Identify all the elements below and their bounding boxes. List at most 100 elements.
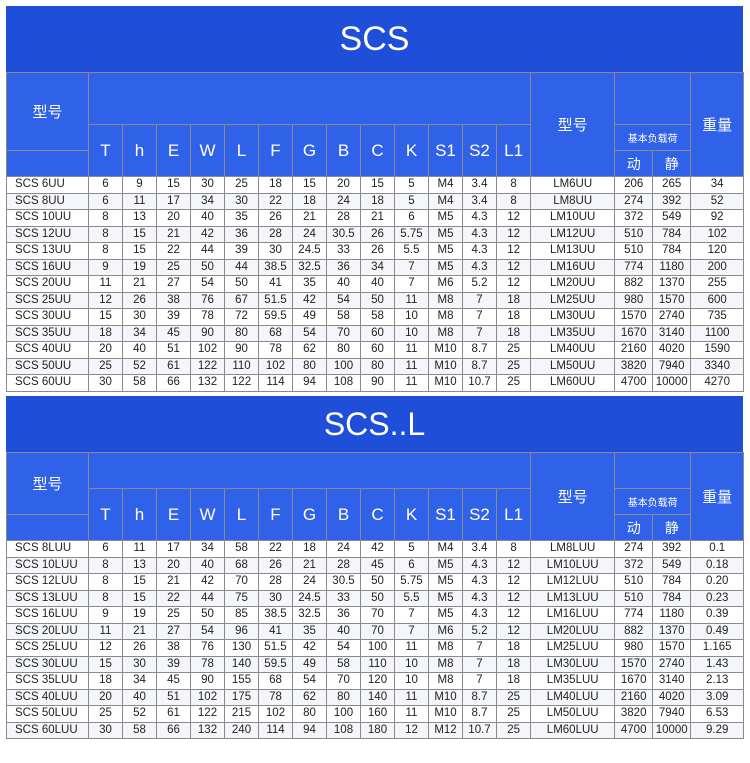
cell-C: 45 — [360, 556, 395, 574]
weight-header: 重量 — [690, 452, 745, 541]
cell-S2: 4.3 — [462, 225, 497, 243]
cell-h: 15 — [122, 589, 157, 607]
cell-B: 36 — [326, 606, 361, 624]
cell-weight: 255 — [690, 275, 745, 293]
cell-h: 11 — [122, 192, 157, 210]
cell-K: 11 — [394, 291, 429, 309]
col-T: T — [88, 488, 123, 541]
cell-bearing-model: LM20UU — [530, 275, 616, 293]
table-row: SCS 40UU 20 40 51 102 90 78 62 80 60 11 M10 8.7 25 LM4… — [6, 341, 745, 359]
cell-S2: 4.3 — [462, 209, 497, 227]
cell-bearing-model: LM6UU — [530, 176, 616, 194]
cell-F: 38.5 — [258, 258, 293, 276]
table-row: SCS 35UU 18 34 45 90 80 68 54 70 60 10 M8 7 18 LM35UU 1… — [6, 324, 745, 342]
table-row: SCS 16LUU 9 19 25 50 85 38.5 32.5 36 70 7 M5 4.3 12 LM… — [6, 606, 745, 624]
cell-B: 108 — [326, 721, 361, 739]
cell-static-load: 265 — [652, 176, 692, 194]
table-row: SCS 10UU 8 13 20 40 35 26 21 28 21 6 M5 4.3 12 LM10UU 3… — [6, 209, 745, 227]
cell-T: 8 — [88, 589, 123, 607]
col-S2: S2 — [462, 124, 497, 177]
cell-C: 90 — [360, 374, 395, 392]
cell-S1: M6 — [428, 622, 463, 640]
cell-W: 102 — [190, 341, 225, 359]
cell-G: 42 — [292, 639, 327, 657]
cell-L1: 25 — [495, 341, 532, 359]
cell-model: SCS 8LUU — [6, 540, 89, 558]
cell-model: SCS 60LUU — [6, 721, 89, 739]
cell-S1: M5 — [428, 573, 463, 591]
cell-model: SCS 50LUU — [6, 705, 89, 723]
cell-T: 30 — [88, 374, 123, 392]
cell-F: 28 — [258, 573, 293, 591]
cell-S2: 4.3 — [462, 242, 497, 260]
cell-W: 40 — [190, 209, 225, 227]
cell-T: 11 — [88, 622, 123, 640]
cell-h: 34 — [122, 672, 157, 690]
cell-C: 80 — [360, 357, 395, 375]
cell-L1: 12 — [495, 589, 532, 607]
scs-spec-section: SCS 型号 型号 重量 T h E W L F G B C K — [6, 6, 745, 392]
cell-S1: M5 — [428, 209, 463, 227]
cell-K: 11 — [394, 374, 429, 392]
cell-weight: 1.43 — [690, 655, 745, 673]
col-K: K — [394, 488, 429, 541]
cell-L1: 12 — [495, 606, 532, 624]
cell-weight: 0.23 — [690, 589, 745, 607]
cell-E: 21 — [156, 225, 191, 243]
cell-dynamic-load: 1670 — [614, 672, 654, 690]
cell-weight: 0.18 — [690, 556, 745, 574]
scs-l-spec-section: SCS..L 型号 型号 重量 T h E W L F G B C — [6, 396, 745, 739]
table-row: SCS 20LUU 11 21 27 54 96 41 35 40 70 7 M6 5.2 12 LM20L… — [6, 622, 745, 640]
cell-weight: 2.13 — [690, 672, 745, 690]
col-W: W — [190, 124, 225, 177]
cell-L1: 25 — [495, 721, 532, 739]
cell-K: 11 — [394, 357, 429, 375]
cell-static-load: 2740 — [652, 308, 692, 326]
cell-K: 12 — [394, 721, 429, 739]
cell-F: 26 — [258, 209, 293, 227]
cell-K: 11 — [394, 639, 429, 657]
cell-F: 114 — [258, 721, 293, 739]
cell-W: 78 — [190, 655, 225, 673]
cell-T: 12 — [88, 291, 123, 309]
model-header: 型号 — [6, 452, 89, 515]
cell-B: 24 — [326, 192, 361, 210]
cell-B: 40 — [326, 275, 361, 293]
cell-B: 33 — [326, 242, 361, 260]
cell-K: 7 — [394, 258, 429, 276]
cell-model: SCS 30LUU — [6, 655, 89, 673]
cell-E: 45 — [156, 324, 191, 342]
cell-L: 72 — [224, 308, 259, 326]
cell-W: 30 — [190, 176, 225, 194]
cell-F: 51.5 — [258, 291, 293, 309]
cell-L1: 12 — [495, 242, 532, 260]
cell-weight: 600 — [690, 291, 745, 309]
cell-L: 130 — [224, 639, 259, 657]
col-L1: L1 — [495, 124, 532, 177]
cell-bearing-model: LM50LUU — [530, 705, 616, 723]
cell-B: 36 — [326, 258, 361, 276]
cell-F: 22 — [258, 192, 293, 210]
cell-h: 15 — [122, 225, 157, 243]
cell-dynamic-load: 3820 — [614, 705, 654, 723]
cell-G: 24 — [292, 573, 327, 591]
col-F: F — [258, 124, 293, 177]
cell-E: 45 — [156, 672, 191, 690]
cell-bearing-model: LM8UU — [530, 192, 616, 210]
cell-weight: 735 — [690, 308, 745, 326]
cell-S1: M12 — [428, 721, 463, 739]
cell-F: 26 — [258, 556, 293, 574]
cell-dynamic-load: 1670 — [614, 324, 654, 342]
cell-W: 122 — [190, 705, 225, 723]
table-row: SCS 10LUU 8 13 20 40 68 26 21 28 45 6 M5 4.3 12 LM10LU… — [6, 556, 745, 574]
cell-h: 58 — [122, 374, 157, 392]
bearing-model-header: 型号 — [530, 452, 616, 541]
table-row: SCS 6UU 6 9 15 30 25 18 15 20 15 5 M4 3.4 8 LM6UU 206 26… — [6, 176, 745, 194]
cell-model: SCS 8UU — [6, 192, 89, 210]
cell-S2: 8.7 — [462, 688, 497, 706]
cell-model: SCS 20LUU — [6, 622, 89, 640]
spec-table: 型号 型号 重量 T h E W L F G B C K S1 S2 L1 基本 — [6, 72, 745, 392]
cell-K: 11 — [394, 688, 429, 706]
cell-E: 22 — [156, 242, 191, 260]
cell-B: 30.5 — [326, 573, 361, 591]
